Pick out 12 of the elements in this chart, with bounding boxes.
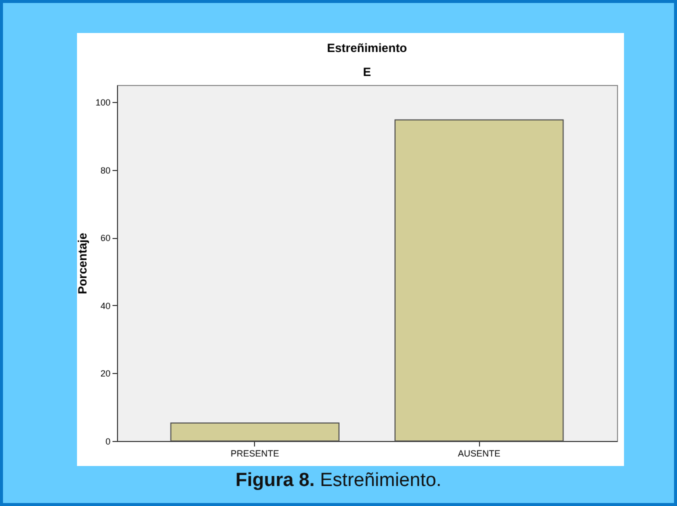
x-tick-label: AUSENTE	[458, 448, 500, 458]
y-tick-label: 80	[100, 165, 110, 176]
chart-subtitle: E	[362, 65, 372, 79]
y-tick-label: 0	[105, 436, 110, 446]
text: Figura 8. Estreñimiento.	[234, 470, 442, 492]
chart-title: Estreñimiento	[326, 41, 408, 55]
y-tick-label: 60	[100, 233, 110, 244]
y-tick-label: 40	[100, 300, 110, 311]
y-axis-title: Porcentaje	[75, 232, 90, 294]
y-tick-label: 100	[95, 97, 110, 108]
y-tick-label: 20	[100, 368, 110, 379]
x-tick-label: PRESENTE	[230, 448, 280, 458]
